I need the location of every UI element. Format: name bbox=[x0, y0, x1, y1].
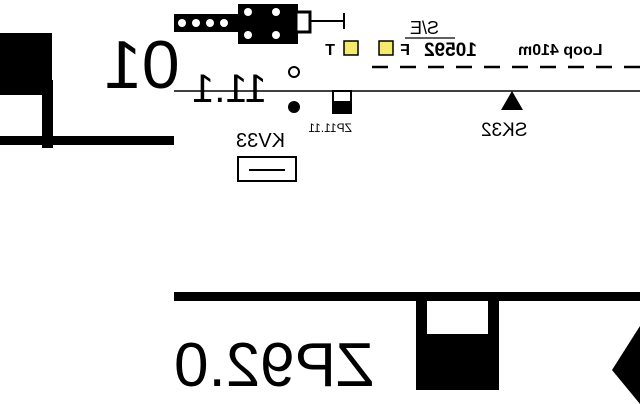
small-signal-icon bbox=[332, 90, 352, 114]
marker-f: F bbox=[378, 40, 410, 59]
marker-t-box bbox=[343, 40, 359, 56]
loop-length-label: Loop 410m bbox=[518, 42, 602, 59]
bottom-zoom-panel: ZP92.0 bbox=[174, 292, 640, 404]
track-circuit-label: KV33 bbox=[236, 130, 285, 152]
route-number-label: 10592 bbox=[424, 40, 477, 61]
train-consist bbox=[174, 4, 345, 44]
hollow-marker-icon bbox=[288, 66, 300, 78]
track-circuit-icon bbox=[237, 156, 297, 182]
train-cab-wheel bbox=[272, 31, 280, 39]
overview-panel: S/E T F 10592 Loop 410m 11.1 ZP11.11 SK3… bbox=[174, 4, 640, 182]
large-signal-base bbox=[416, 334, 499, 390]
marker-f-label: F bbox=[400, 42, 410, 59]
triangle-signal-icon bbox=[501, 91, 523, 110]
train-wheel bbox=[192, 19, 200, 27]
se-label: S/E bbox=[410, 18, 439, 38]
train-cab-wheel bbox=[272, 8, 280, 16]
diamond-marker-icon bbox=[612, 326, 640, 404]
left-signal-post bbox=[42, 80, 53, 148]
left-track-line bbox=[0, 136, 174, 145]
train-wheel bbox=[206, 19, 214, 27]
signal-id-label: SK32 bbox=[481, 120, 527, 141]
marker-t-label: T bbox=[325, 42, 335, 59]
train-cab-wheel bbox=[244, 8, 252, 16]
train-cab-wheel bbox=[244, 31, 252, 39]
big-number-label: 01 bbox=[104, 27, 180, 103]
large-signal-icon bbox=[416, 296, 499, 390]
small-signal-fill bbox=[333, 101, 351, 113]
marker-t: T bbox=[325, 40, 359, 59]
bottom-track-line bbox=[174, 292, 640, 301]
timing-point-label: ZP11.11 bbox=[308, 121, 352, 135]
marker-f-box bbox=[378, 40, 394, 56]
big-timing-point-label: ZP92.0 bbox=[174, 331, 374, 400]
train-wheel bbox=[178, 19, 186, 27]
left-zoom-panel: 01 bbox=[0, 27, 180, 148]
train-wheel bbox=[220, 19, 228, 27]
filled-marker-icon bbox=[288, 101, 300, 113]
train-tail bbox=[294, 10, 312, 34]
distance-label: 11.1 bbox=[192, 67, 267, 111]
